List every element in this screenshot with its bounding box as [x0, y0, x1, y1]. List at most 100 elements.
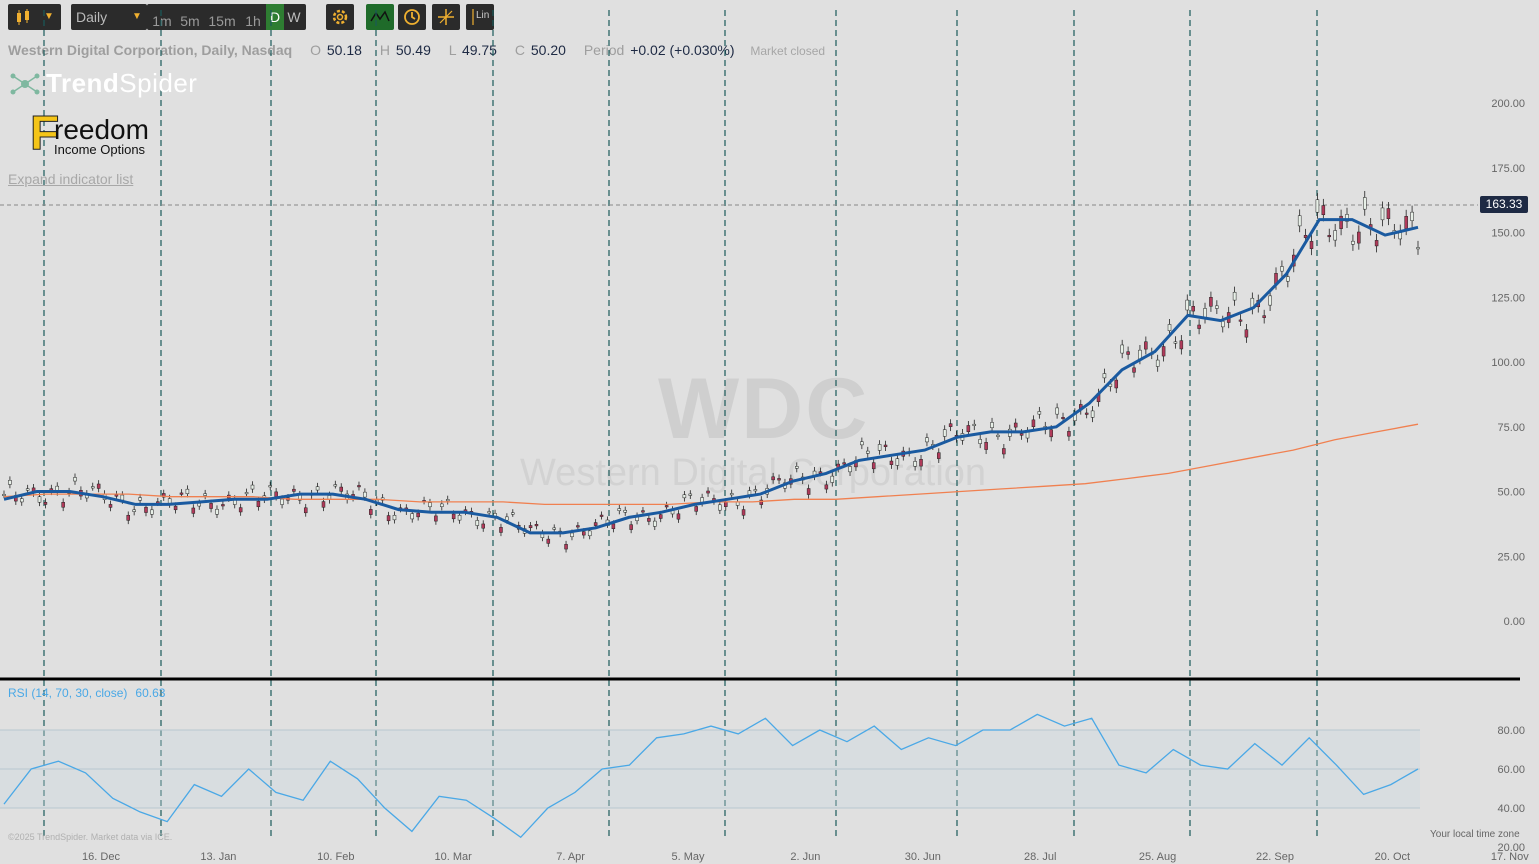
- candle-body: [570, 532, 574, 538]
- candle-body: [1321, 205, 1326, 216]
- candle-body: [688, 493, 693, 496]
- watermark-symbol: WDC: [658, 361, 870, 457]
- candle-body: [694, 506, 698, 512]
- rsi-legend[interactable]: RSI (14, 70, 30, close) 60.63: [8, 686, 165, 700]
- freedom-logo-word: reedom: [54, 114, 149, 145]
- candle-body: [1067, 431, 1071, 437]
- candle-body: [505, 516, 509, 521]
- freedom-logo-f: F: [29, 107, 60, 160]
- candle-body: [73, 477, 77, 482]
- candle-body: [96, 483, 101, 489]
- freedom-logo-subtitle: Income Options: [54, 142, 146, 157]
- trendspider-wordmark: TrendSpider: [46, 68, 198, 98]
- scale-icon: [472, 9, 474, 25]
- candle-body: [682, 494, 687, 499]
- interval-5m[interactable]: 5m: [180, 13, 200, 29]
- candle-body: [1416, 247, 1420, 250]
- replay-button[interactable]: [398, 4, 426, 30]
- open-value: 50.18: [326, 42, 362, 58]
- candle-body: [132, 509, 136, 512]
- candle-body: [114, 494, 119, 497]
- candle-body: [43, 501, 48, 505]
- candle-body: [357, 485, 361, 488]
- candle-body: [806, 488, 811, 495]
- candle-body: [1120, 344, 1124, 354]
- candle-body: [1238, 319, 1243, 322]
- interval-1m[interactable]: 1m: [152, 13, 172, 29]
- settings-button[interactable]: [326, 4, 354, 30]
- candle-body: [877, 444, 882, 451]
- candle-body: [617, 508, 622, 511]
- candle-body: [274, 491, 278, 497]
- candle-body: [90, 486, 95, 489]
- price-tick-label: 100.00: [1491, 357, 1525, 369]
- candle-body: [1363, 197, 1367, 210]
- high-label: H: [379, 42, 390, 58]
- candle-body: [440, 503, 444, 507]
- time-tick-label: 28. Jul: [1024, 851, 1056, 863]
- candle-body: [984, 442, 988, 450]
- chart-type-button[interactable]: ▼: [8, 4, 61, 30]
- candle-body: [197, 503, 201, 507]
- candle-body: [587, 530, 592, 537]
- time-tick-label: 2. Jun: [790, 851, 820, 863]
- toolbar: ▼ Daily ▼ 1m 5m 15m 1h D W: [0, 0, 1539, 34]
- interval-1h[interactable]: 1h: [245, 13, 261, 29]
- timeframe-select-label: Daily: [76, 9, 108, 25]
- candle-body: [1333, 230, 1337, 241]
- time-tick-label: 10. Mar: [435, 851, 473, 863]
- candle-body: [919, 459, 923, 467]
- price-tick-label: 150.00: [1491, 228, 1525, 240]
- candle-body: [676, 513, 681, 520]
- candle-body: [866, 450, 870, 454]
- auto-trendlines-button[interactable]: [366, 4, 394, 30]
- interval-15m[interactable]: 15m: [208, 13, 236, 29]
- candle-body: [19, 498, 24, 503]
- last-price-badge: 163.33: [1480, 196, 1528, 213]
- candle-body: [1286, 276, 1290, 282]
- candle-body: [25, 488, 30, 491]
- candle-body: [534, 524, 539, 527]
- timezone-note[interactable]: Your local time zone: [1430, 829, 1520, 840]
- candle-body: [972, 423, 977, 426]
- candle-body: [653, 520, 657, 527]
- chevron-down-icon: ▼: [44, 11, 54, 22]
- scale-button[interactable]: Lin: [466, 4, 494, 30]
- interval-w[interactable]: W: [287, 9, 301, 25]
- candle-body: [1244, 329, 1249, 338]
- rsi-axis: 80.00 60.00 40.00 20.00: [1497, 725, 1525, 854]
- fast-moving-average: [3, 218, 1419, 535]
- candle-body: [315, 486, 320, 491]
- time-tick-label: 5. May: [671, 851, 705, 863]
- candle-body: [1031, 419, 1036, 428]
- candle-body: [1380, 207, 1385, 221]
- candle-body: [410, 513, 414, 520]
- candle-body: [1315, 199, 1320, 213]
- candle-body: [244, 492, 249, 495]
- candle-body: [185, 488, 190, 494]
- candle-body: [1280, 266, 1284, 272]
- candle-body: [647, 518, 651, 522]
- candle-body: [771, 476, 775, 481]
- candle-body: [1144, 341, 1148, 350]
- crosshair-button[interactable]: [432, 4, 460, 30]
- timeframe-select[interactable]: Daily ▼: [71, 4, 147, 30]
- candle-body: [759, 499, 764, 505]
- candle-body: [582, 531, 586, 536]
- candle-body: [664, 505, 669, 508]
- candle-body: [434, 515, 438, 522]
- candle-body: [978, 439, 982, 444]
- expand-indicator-list-link[interactable]: Expand indicator list: [8, 171, 134, 187]
- candle-body: [138, 497, 142, 501]
- candle-body: [860, 441, 864, 446]
- candle-body: [871, 462, 876, 470]
- candle-body: [215, 508, 219, 515]
- candles: [2, 190, 1420, 553]
- time-tick-label: 16. Dec: [82, 851, 120, 863]
- time-tick-label: 10. Feb: [317, 851, 354, 863]
- candle-body: [256, 500, 261, 508]
- candle-body: [1167, 324, 1172, 332]
- candle-body: [729, 493, 734, 496]
- candle-body: [161, 493, 166, 498]
